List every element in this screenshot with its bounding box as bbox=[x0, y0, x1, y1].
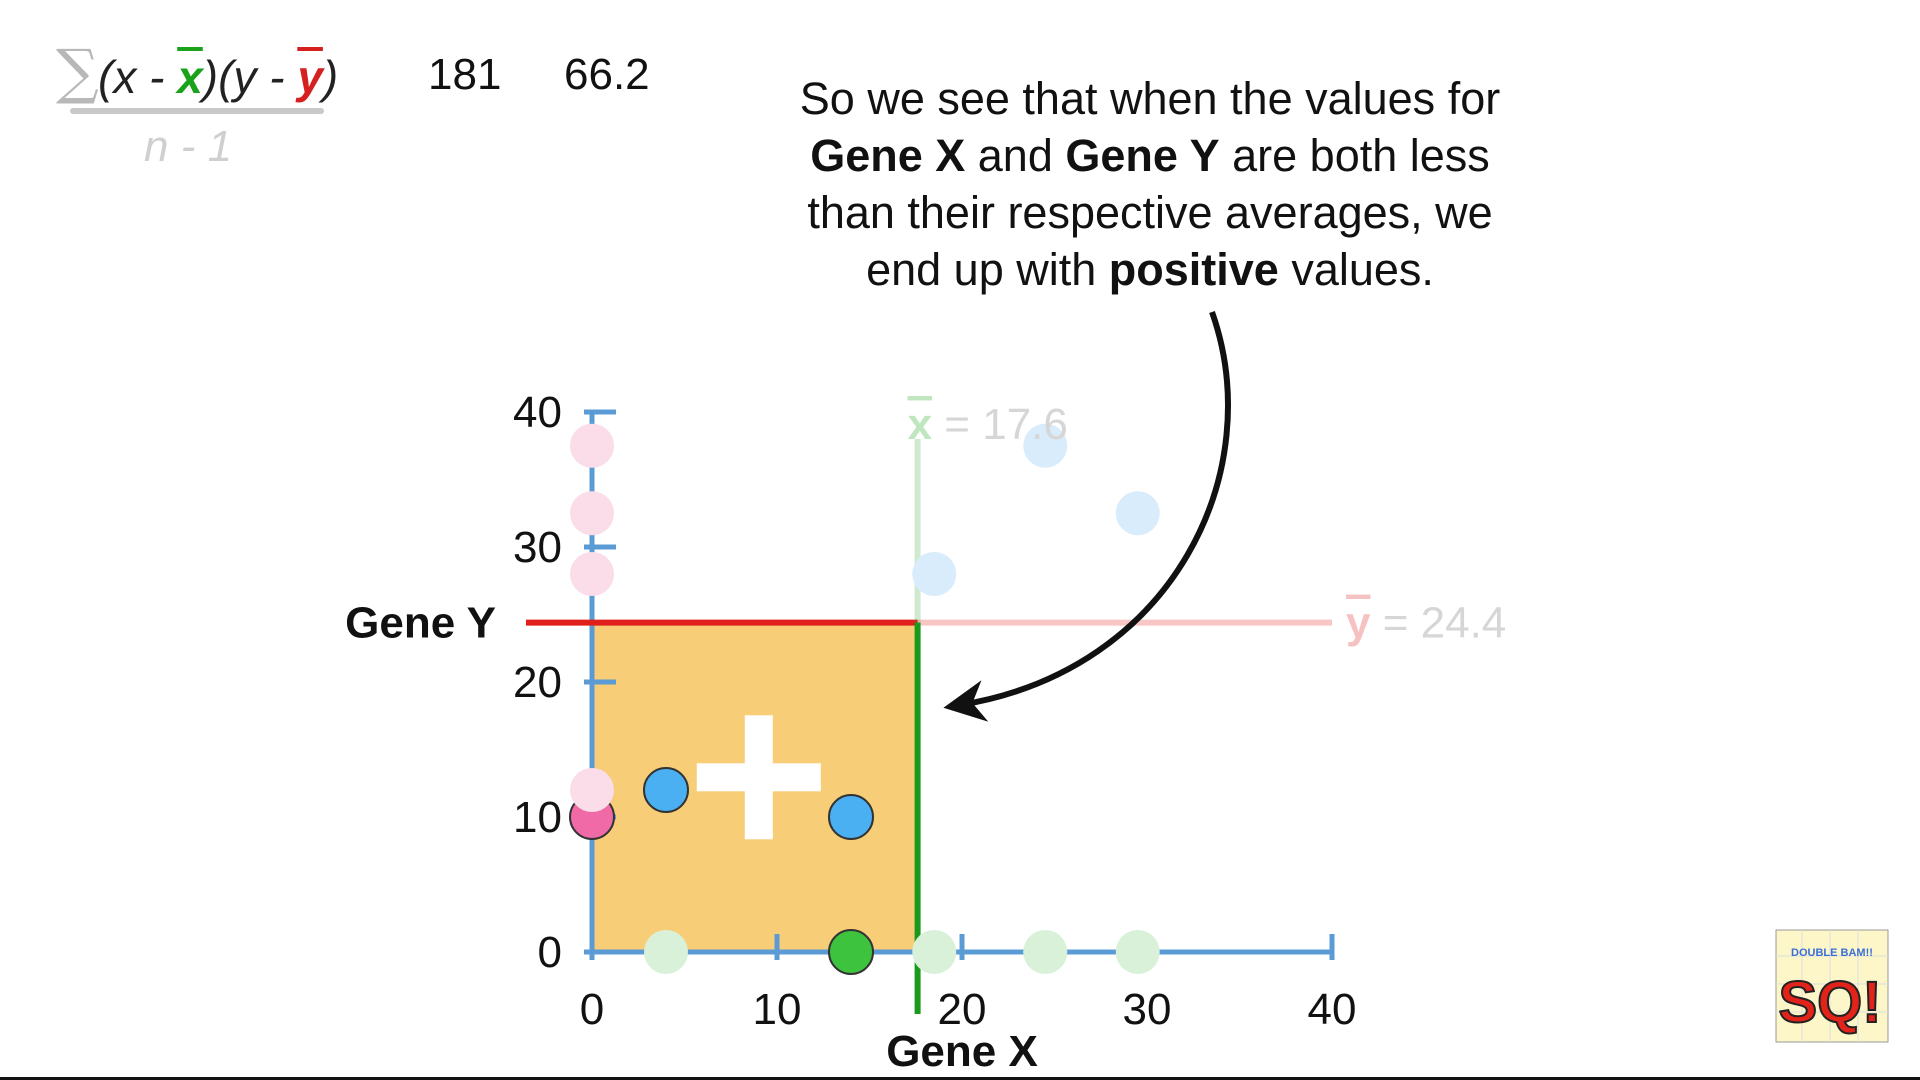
x-tick-label: 0 bbox=[580, 985, 604, 1034]
callout-line-3: than their respective averages, we bbox=[807, 187, 1493, 238]
x-tick-label: 20 bbox=[938, 985, 987, 1034]
callout-line-4: end up with positive values. bbox=[866, 244, 1434, 295]
fraction-bar bbox=[70, 108, 324, 114]
y-tick-label: 10 bbox=[513, 793, 562, 842]
y-axis-title: Gene Y bbox=[345, 599, 496, 648]
x-projection-point bbox=[912, 930, 957, 974]
callout-line-1: So we see that when the values for bbox=[799, 73, 1501, 124]
formula-denominator: n - 1 bbox=[144, 122, 233, 171]
x-projection-point bbox=[1023, 930, 1068, 974]
svg-text:DOUBLE BAM!!: DOUBLE BAM!! bbox=[1791, 947, 1873, 959]
x-bar-symbol: x bbox=[177, 51, 203, 103]
x-axis-title: Gene X bbox=[886, 1027, 1038, 1076]
x-projection-point bbox=[644, 930, 688, 974]
x-projection-point bbox=[828, 929, 874, 975]
covariance-formula: ∑ (x - x)(y - y) n - 1 bbox=[56, 37, 356, 171]
y-projection-point bbox=[570, 768, 614, 812]
mean-x-label: x = 17.6 bbox=[908, 400, 1068, 449]
y-tick-label: 0 bbox=[538, 928, 562, 977]
data-point bbox=[643, 767, 689, 813]
bottom-bar bbox=[0, 1077, 1920, 1080]
y-projection-point bbox=[570, 552, 614, 596]
x-projection-point bbox=[1115, 930, 1160, 974]
y-tick-label: 40 bbox=[513, 388, 562, 437]
x-tick-label: 40 bbox=[1308, 985, 1357, 1034]
data-point bbox=[1023, 423, 1068, 468]
sum-value: 181 bbox=[428, 50, 502, 99]
data-point bbox=[1115, 491, 1160, 536]
data-point bbox=[828, 794, 874, 840]
y-projection-point bbox=[570, 491, 614, 536]
y-tick-label: 30 bbox=[513, 523, 562, 572]
mean-y-label: y = 24.4 bbox=[1346, 599, 1506, 648]
plus-sign-vertical bbox=[744, 715, 773, 840]
svg-text:SQ!: SQ! bbox=[1778, 970, 1881, 1035]
y-bar-symbol: y bbox=[297, 51, 323, 103]
y-projection-point bbox=[570, 423, 614, 468]
callout-arrow bbox=[943, 311, 1231, 722]
x-tick-label: 30 bbox=[1123, 985, 1172, 1034]
formula-numerator: (x - x)(y - y) bbox=[98, 51, 339, 103]
sigma-symbol: ∑ bbox=[56, 37, 99, 107]
y-tick-label: 20 bbox=[513, 658, 562, 707]
callout-line-2: Gene X and Gene Y are both less bbox=[810, 130, 1490, 181]
result-value: 66.2 bbox=[564, 50, 650, 99]
x-tick-label: 10 bbox=[753, 985, 802, 1034]
explanation-callout: So we see that when the values for Gene … bbox=[720, 70, 1580, 298]
statquest-logo: DOUBLE BAM!! SQ! bbox=[1772, 926, 1892, 1046]
data-point bbox=[912, 552, 957, 596]
